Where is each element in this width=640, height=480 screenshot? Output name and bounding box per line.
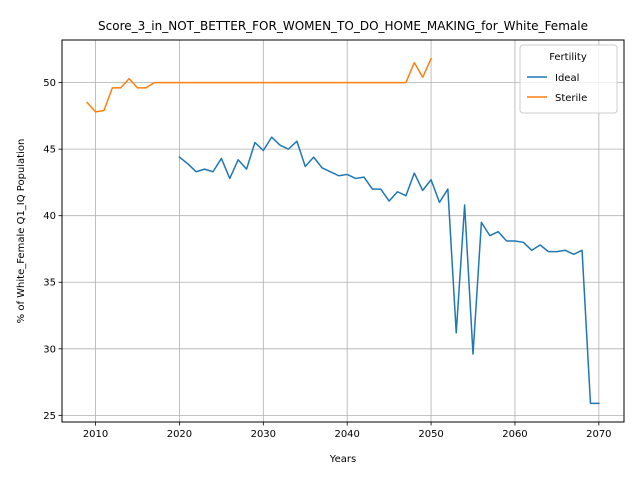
y-axis: 25 30 35 40 45 50 [43, 78, 62, 422]
x-tick-label: 2010 [83, 429, 108, 440]
legend-box [519, 44, 618, 114]
x-tick-label: 2050 [418, 429, 443, 440]
legend-label-sterile: Sterile [555, 93, 587, 104]
x-tick-label: 2060 [502, 429, 527, 440]
y-tick-label: 30 [43, 344, 56, 355]
y-tick-label: 25 [43, 411, 56, 422]
x-tick-label: 2030 [251, 429, 276, 440]
x-axis-title: Years [329, 454, 356, 465]
chart-title: Score_3_in_NOT_BETTER_FOR_WOMEN_TO_DO_HO… [98, 19, 588, 33]
x-tick-label: 2020 [167, 429, 192, 440]
y-tick-label: 35 [43, 278, 56, 289]
legend-items: Ideal Sterile [527, 73, 587, 104]
series-layer [86, 57, 600, 405]
y-axis-title: % of White_Female Q1_IQ Population [16, 139, 27, 324]
y-tick-label: 45 [43, 145, 56, 156]
x-axis: 2010 2020 2030 2040 2050 2060 2070 [83, 422, 612, 440]
legend: Fertility Ideal Sterile [519, 44, 618, 114]
x-tick-label: 2070 [586, 429, 611, 440]
plot-frame [61, 39, 625, 423]
legend-label-ideal: Ideal [555, 73, 579, 84]
grid [62, 40, 624, 422]
y-tick-label: 50 [43, 78, 56, 89]
legend-title: Fertility [549, 52, 587, 63]
series-line-sterile [86, 57, 433, 113]
y-tick-label: 40 [43, 211, 56, 222]
series-line-ideal [178, 136, 600, 405]
x-tick-label: 2040 [334, 429, 359, 440]
